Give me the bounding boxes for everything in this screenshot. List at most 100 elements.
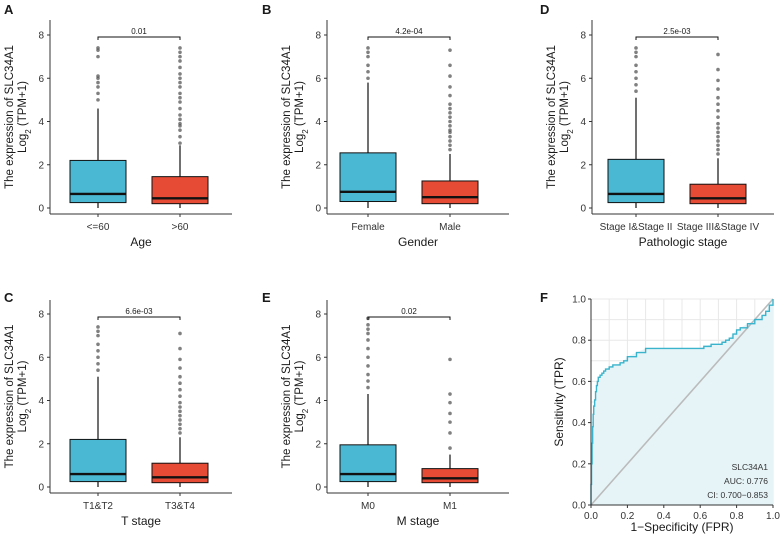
outlier-point (96, 98, 100, 102)
outlier-point (96, 348, 100, 353)
box-iqr (339, 152, 397, 203)
box-iqr (689, 183, 747, 205)
outlier-point (178, 346, 182, 351)
outlier-point (178, 422, 182, 427)
panel-letter: D (540, 2, 549, 17)
panel-c-t-stage: C 0 2 4 6 8 The expression of SLC34A1 Log2 (TPM… (4, 290, 232, 528)
outlier-point (366, 338, 370, 342)
outlier-point (366, 63, 370, 68)
y-tick-label: 8 (38, 31, 44, 42)
y-axis-title: The expression of SLC34A1 (546, 45, 558, 189)
x-tick-label: 1.0 (766, 511, 780, 522)
outlier-point (96, 74, 100, 78)
outlier-point (448, 400, 452, 405)
x-tick-label: M0 (361, 501, 375, 512)
outlier-point (178, 431, 182, 435)
y-tick-label: 0 (38, 204, 44, 215)
outlier-point (716, 102, 720, 106)
outlier-point (178, 121, 182, 126)
y-tick-label: 6 (38, 74, 44, 85)
x-tick-label: T3&T4 (165, 501, 195, 512)
legend-auc: AUC: 0.776 (724, 476, 768, 486)
outlier-point (96, 54, 100, 59)
outlier-point (96, 333, 100, 338)
outlier-point (448, 357, 452, 362)
outlier-point (634, 82, 638, 87)
outlier-point (96, 46, 100, 50)
p-value-label: 0.02 (401, 307, 417, 316)
outlier-point (366, 327, 370, 331)
x-tick-label: <=60 (87, 222, 110, 233)
outlier-point (448, 143, 452, 148)
y-tick-label: 4 (315, 117, 321, 128)
x-tick-label: Stage I&Stage II (600, 222, 673, 233)
outlier-point (178, 426, 182, 431)
x-tick-label: 0.4 (657, 511, 671, 522)
y-tick-label: 0.0 (572, 501, 586, 512)
outlier-point (716, 52, 720, 57)
y-tick-label: 6 (315, 74, 321, 85)
outlier-point (178, 106, 182, 111)
outlier-point (178, 134, 182, 139)
x-tick-label: M1 (443, 501, 457, 512)
y-tick-label: 4 (580, 117, 586, 128)
legend-ci: CI: 0.700−0.853 (707, 490, 768, 500)
significance-bracket (97, 316, 181, 320)
outlier-point (716, 78, 720, 83)
y-axis-subtitle: Log2 (TPM+1) (17, 81, 33, 153)
significance-bracket (97, 36, 181, 40)
outlier-point (178, 95, 182, 100)
outlier-point (178, 76, 182, 81)
outlier-point (178, 394, 182, 398)
outlier-point (716, 126, 720, 130)
roc-diagonal-reference (590, 298, 774, 506)
y-tick-label: 0 (315, 483, 321, 494)
y-tick-label: 8 (580, 31, 586, 42)
outlier-point (366, 379, 370, 383)
outlier-point (178, 400, 182, 405)
y-tick-label: 0.2 (572, 459, 586, 470)
outlier-point (716, 121, 720, 126)
y-axis-title: The expression of SLC34A1 (4, 45, 16, 189)
outlier-point (366, 346, 370, 351)
outlier-point (716, 130, 720, 135)
outlier-point (634, 63, 638, 68)
outlier-point (448, 411, 452, 416)
outlier-point (716, 95, 720, 100)
outlier-point (366, 364, 370, 368)
p-value-label: 6.6e-03 (125, 307, 153, 316)
outlier-point (448, 74, 452, 78)
outlier-point (178, 413, 182, 418)
outlier-point (178, 72, 182, 76)
y-axis-title: The expression of SLC34A1 (4, 325, 16, 469)
outlier-point (448, 63, 452, 68)
y-axis-title: The expression of SLC34A1 (281, 45, 293, 189)
panel-letter: C (4, 290, 14, 305)
outlier-point (96, 80, 100, 85)
significance-bracket (635, 36, 719, 40)
outlier-point (716, 115, 720, 119)
y-tick-label: 4 (38, 117, 44, 128)
outlier-point (448, 124, 452, 128)
outlier-point (716, 152, 720, 156)
outlier-point (634, 50, 638, 55)
outlier-point (178, 409, 182, 414)
significance-bracket (367, 316, 451, 320)
y-axis-title: The expression of SLC34A1 (281, 325, 293, 469)
y-tick-label: 8 (38, 310, 44, 321)
outlier-point (716, 67, 720, 72)
outlier-point (366, 50, 370, 55)
outlier-point (366, 385, 370, 390)
outlier-point (178, 54, 182, 59)
y-tick-label: 6 (38, 353, 44, 364)
outlier-point (366, 323, 370, 327)
outlier-point (366, 69, 370, 74)
legend-gene-name: SLC34A1 (732, 462, 769, 472)
outlier-point (96, 368, 100, 373)
panel-letter: F (540, 290, 548, 305)
x-axis-title: M stage (397, 514, 440, 528)
outlier-point (178, 46, 182, 50)
outlier-point (634, 76, 638, 81)
y-tick-label: 0.6 (572, 377, 586, 388)
x-tick-label: >60 (172, 222, 189, 233)
